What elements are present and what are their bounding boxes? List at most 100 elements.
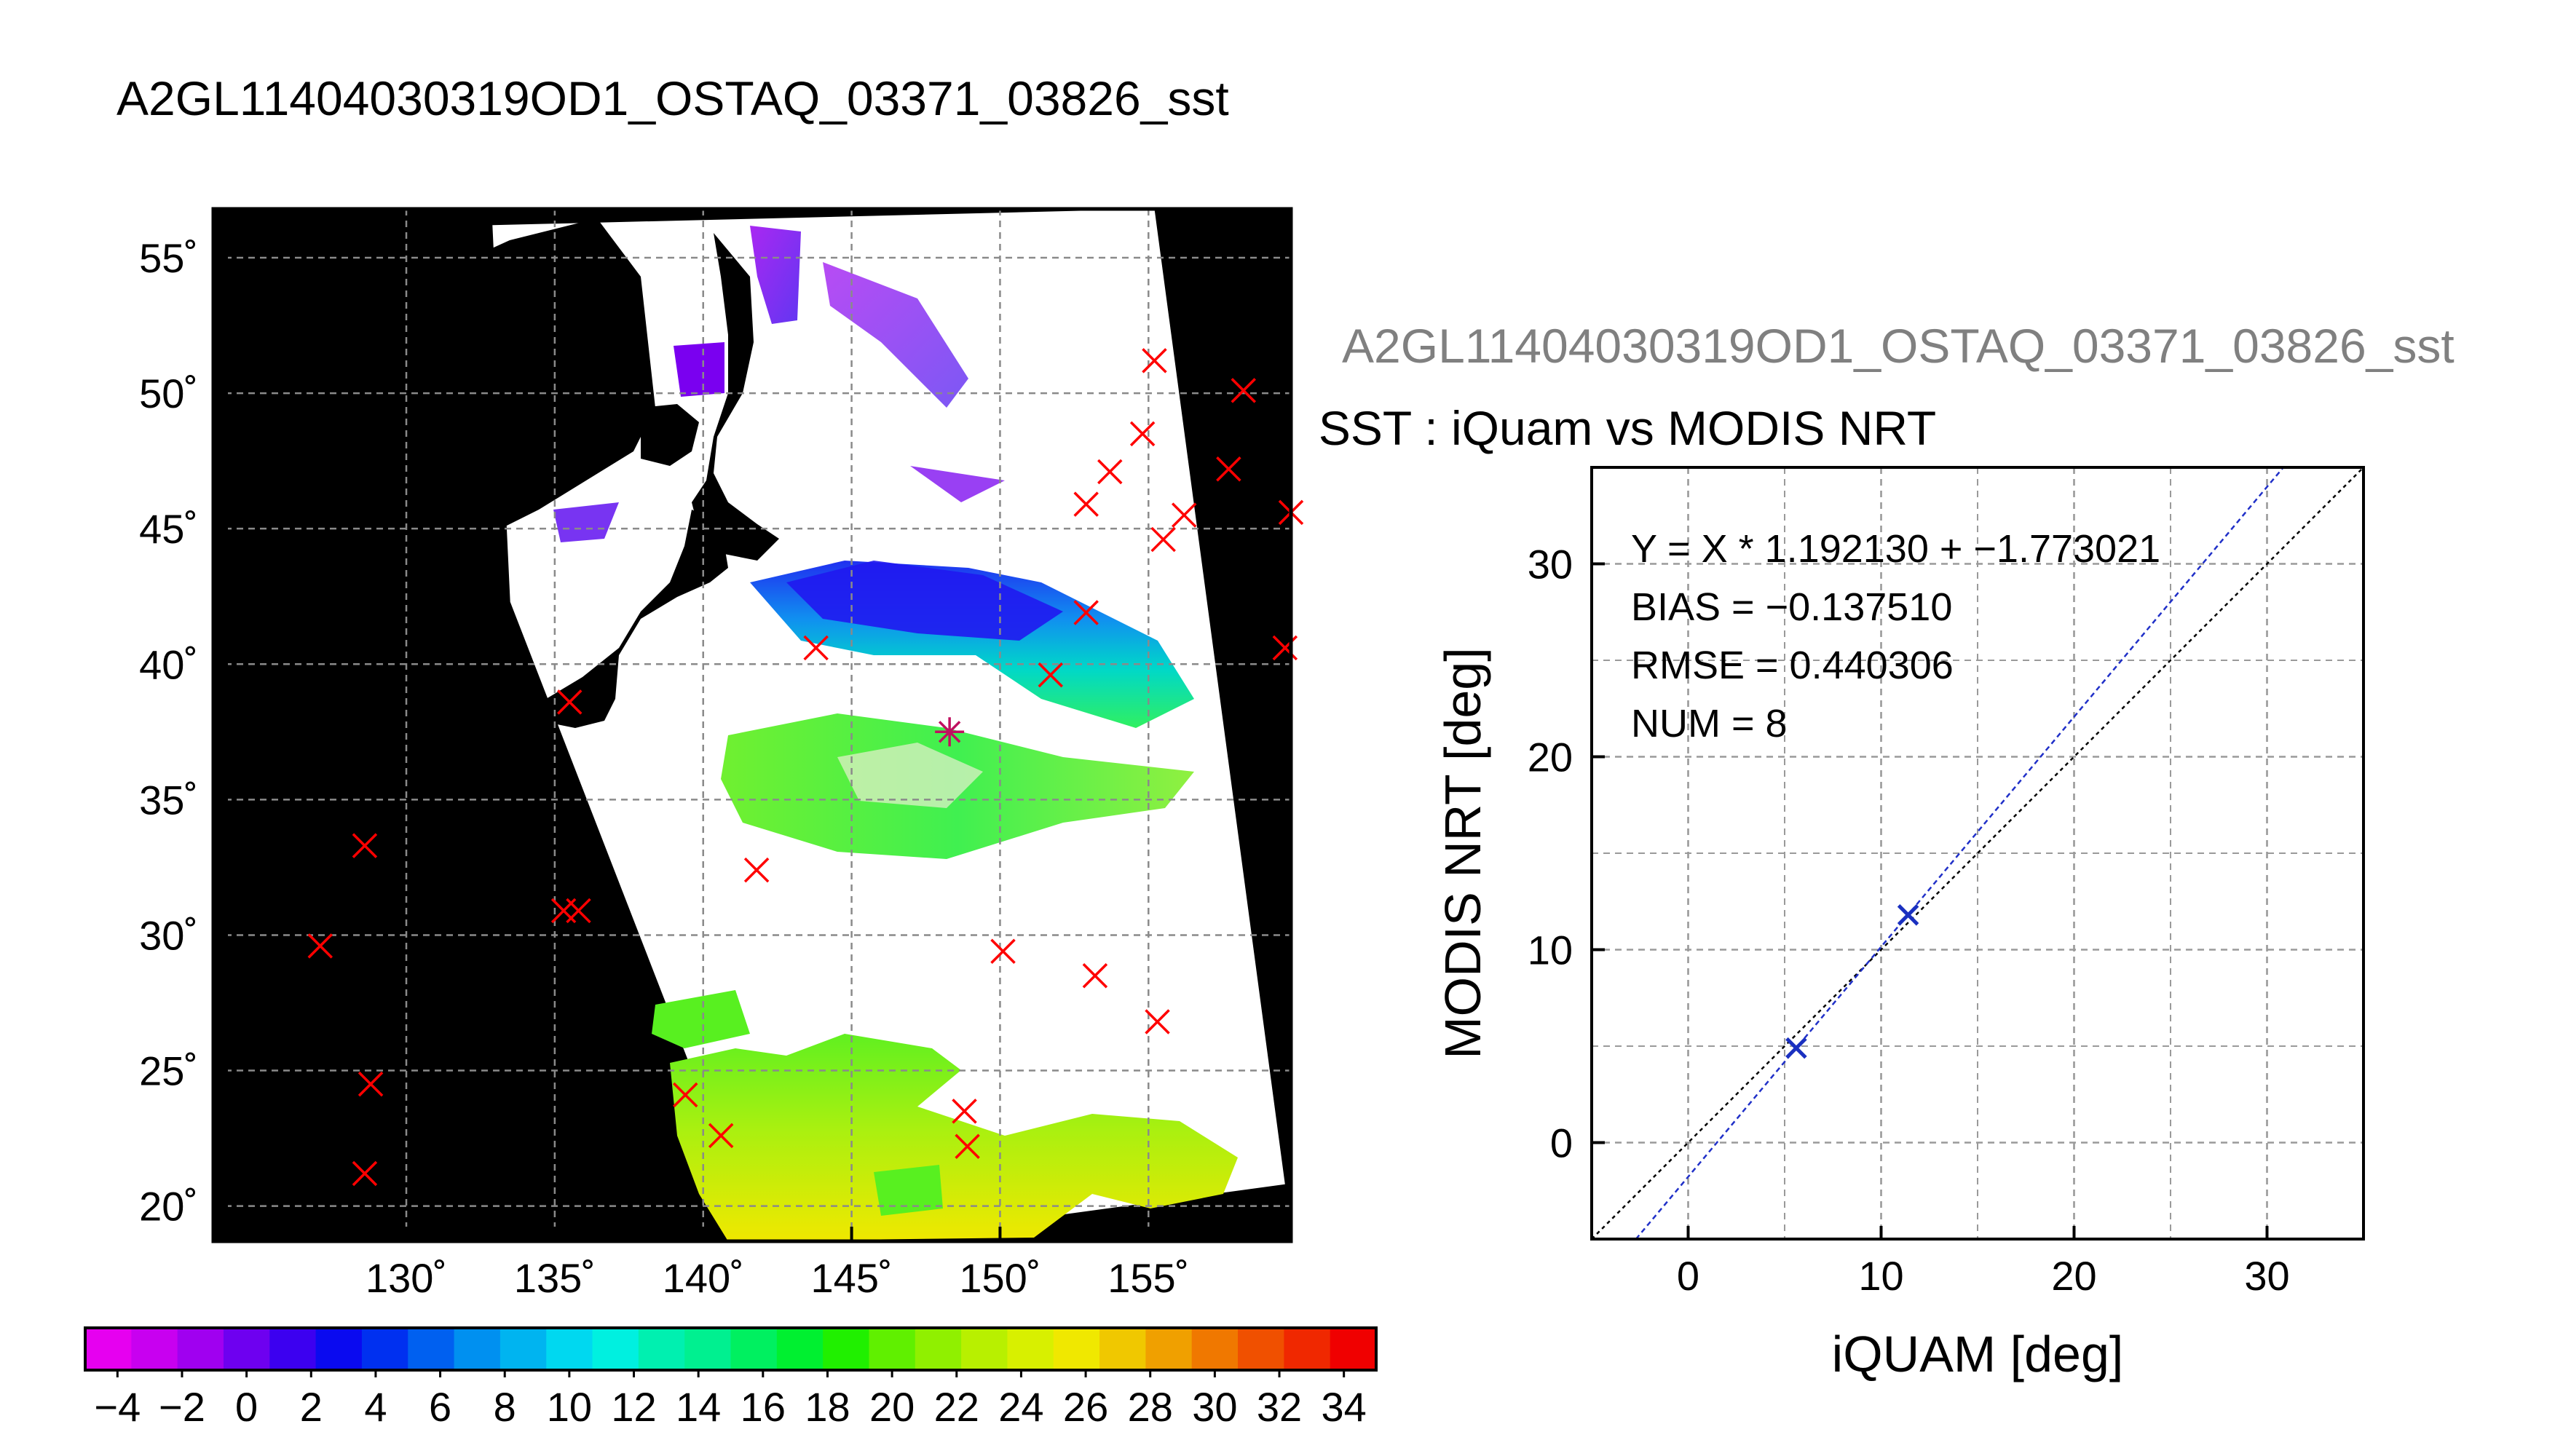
map-lon-tick-label: 150˚ [959,1255,1040,1301]
land-mask [397,218,779,757]
scatter-y-tick-label: 0 [1550,1120,1573,1166]
map-cross-marker [708,1123,734,1149]
colorbar-tick-label: 18 [805,1384,850,1430]
map-cross-marker [1150,526,1176,553]
colorbar-cell [823,1328,870,1370]
scatter-y-tick-label: 30 [1528,542,1573,587]
rmse-value: RMSE = 0.440306 [1631,644,1954,687]
colorbar-cell [638,1328,685,1370]
map-lat-tick-label: 30˚ [139,912,198,958]
scatter-points [1785,904,1919,1059]
map-cross-marker [307,933,333,959]
colorbar-cell [730,1328,778,1370]
colorbar-labels: −4 −2 0 2 4 6 8 10 12 14 16 18 20 22 24 26 28 30 32 34 [94,1370,1367,1430]
scatter-ticks: 0 10 20 30 0 10 20 30 [1528,542,2290,1299]
count-value: NUM = 8 [1631,702,1788,745]
map-cross-marker [990,938,1016,965]
colorbar-tick-label: 14 [676,1384,721,1430]
colorbar-cell [361,1328,408,1370]
bias-value: BIAS = −0.137510 [1631,585,1952,629]
map-frame [211,207,1293,1243]
colorbar-tick-label: 28 [1128,1384,1173,1430]
colorbar-tick-label: 20 [869,1384,915,1430]
colorbar-tick-label: 34 [1322,1384,1367,1430]
colorbar-tick-label: 10 [547,1384,592,1430]
map-lat-tick-label: 55˚ [139,235,198,281]
colorbar-cell [1007,1328,1054,1370]
colorbar-cell [961,1328,1008,1370]
map-cross-marker [952,1099,977,1124]
colorbar-tick-label: 8 [494,1384,516,1430]
map-cross-marker [803,635,829,661]
map-cross-marker [1073,600,1099,625]
map-cross-marker [743,857,770,883]
map-lon-tick-label: 130˚ [366,1255,447,1301]
scatter-title: SST : iQuam vs MODIS NRT [1319,401,1936,455]
sst-imagery [553,226,1238,1241]
map-cross-marker [1129,421,1156,447]
colorbar-cell [1284,1328,1331,1370]
map-cross-marker [955,1133,980,1159]
map-lon-tick-label: 155˚ [1107,1255,1189,1301]
map-grid [213,209,1291,1241]
colorbar-cell [269,1328,317,1370]
scatter-point [1785,1037,1807,1059]
sst-map: 130˚ 135˚ 140˚ 145˚ 150˚ 155˚ 20˚ 25˚ 30˚ 35˚ 40˚… [139,207,1304,1301]
scatter-x-tick-label: 30 [2244,1253,2289,1299]
colorbar-cell [546,1328,593,1370]
map-lon-ticks: 130˚ 135˚ 140˚ 145˚ 150˚ 155˚ [366,1227,1189,1301]
colorbar-tick-label: 24 [998,1384,1043,1430]
map-lat-tick-label: 50˚ [139,371,198,416]
colorbar-tick-label: 12 [611,1384,656,1430]
colorbar-cell [684,1328,732,1370]
colorbar-cell [1053,1328,1100,1370]
map-cross-marker [673,1082,698,1108]
map-cross-marker [352,833,378,858]
regression-line [1635,467,2284,1240]
colorbar-tick-label: 0 [235,1384,258,1430]
scatter-y-tick-label: 10 [1528,927,1573,973]
fit-equation: Y = X * 1.192130 + −1.773021 [1631,527,2160,571]
colorbar-cell [869,1328,916,1370]
colorbar-tick-label: 30 [1192,1384,1237,1430]
map-lon-tick-label: 135˚ [514,1255,596,1301]
colorbar-cell [177,1328,224,1370]
colorbar-cell [1145,1328,1193,1370]
page-title: A2GL11404030319OD1_OSTAQ_03371_03826_sst [117,71,1229,125]
colorbar-cell [131,1328,178,1370]
colorbar-tick-label: 32 [1257,1384,1302,1430]
map-cross-marker [1038,662,1063,688]
colorbar-cell [499,1328,547,1370]
colorbar-cell [315,1328,363,1370]
map-cross-marker [1097,459,1123,485]
map-lat-tick-label: 45˚ [139,506,198,552]
colorbar-tick-label: 4 [364,1384,387,1430]
map-cross-marker [1142,348,1167,373]
scatter-lines [1591,467,2364,1240]
map-lat-tick-label: 40˚ [139,641,198,687]
scatter-frame [1590,466,2365,1241]
map-cross-marker [566,898,591,924]
map-cross-marker [1216,456,1241,482]
map-markers [307,348,1304,1187]
map-cross-marker [557,689,583,715]
scatter-x-tick-label: 10 [1858,1253,1903,1299]
colorbar-cell [454,1328,501,1370]
map-cross-marker [1272,635,1298,661]
colorbar-cell [1238,1328,1284,1370]
colorbar-cell [85,1328,132,1370]
colorbar-cell [223,1328,270,1370]
colorbar-frame [84,1326,1378,1372]
colorbar: −4 −2 0 2 4 6 8 10 12 14 16 18 20 22 24 26 28 30 32 34 [84,1326,1378,1430]
colorbar-cells [85,1328,1377,1370]
map-cross-marker [1231,378,1257,403]
scatter-point [1897,904,1919,926]
scatter-grid [1592,467,2364,1239]
scatter-y-tick-label: 20 [1528,735,1573,780]
colorbar-tick-label: 26 [1063,1384,1108,1430]
colorbar-tick-label: 6 [429,1384,451,1430]
colorbar-cell [1330,1328,1377,1370]
scatter-x-tick-label: 20 [2051,1253,2096,1299]
map-lat-tick-label: 20˚ [139,1184,198,1230]
x-axis-label: iQUAM [deg] [1832,1326,2124,1382]
